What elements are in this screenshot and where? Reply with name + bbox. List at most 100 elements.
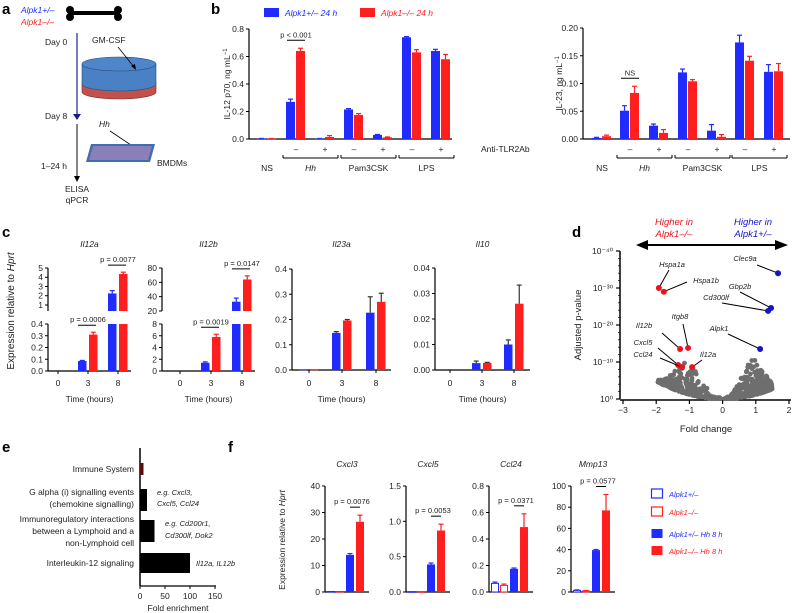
bar: [377, 301, 386, 370]
treatment-sign: –: [628, 144, 633, 154]
gene-point: [671, 387, 677, 392]
bar: [346, 554, 354, 592]
y-tick-label: 0.3: [31, 331, 43, 341]
x-tick-label: 8: [512, 378, 517, 388]
group-label: Hh: [639, 163, 650, 173]
y-tick-label: 80: [557, 502, 567, 512]
y-tick-label: 60: [557, 523, 567, 533]
pathway-label: between a Lymphoid and a: [32, 526, 134, 536]
bar: [212, 336, 221, 371]
bar: [688, 81, 697, 139]
chart-title: Ccl24: [500, 459, 522, 469]
y-tick-label: 0.03: [413, 289, 430, 299]
qpcr-chart-il23a: Il23a 0.0 0.1 0.2 0.3 0.4 0 3 8 Time (hours): [275, 239, 391, 404]
gene-label-leader: [721, 302, 769, 312]
enrichment-bar: [140, 553, 190, 573]
y-tick-label: 1.0: [389, 516, 401, 526]
y-axis-label-text: Expression relative to: [277, 506, 287, 590]
bar: [592, 137, 601, 139]
gene-point: [688, 384, 694, 390]
group-label: Pam3CSK: [683, 163, 723, 173]
qpcr-chart-cxcl3: Cxcl3 0 10 20 30 40 p = 0.0076: [311, 459, 370, 597]
highlighted-gene-point: [775, 270, 782, 277]
y-tick-label: 3: [38, 281, 43, 291]
bar: [592, 550, 600, 592]
y-tick-label: 0.8: [232, 24, 244, 34]
y-tick-label: 4: [38, 272, 43, 282]
y-tick-label: 0.2: [31, 343, 43, 353]
group-label: NS: [596, 163, 608, 173]
y-tick-label: 0.4: [232, 79, 244, 89]
y-tick-label: 10⁻²⁰: [593, 320, 614, 330]
significance-label: p = 0.0577: [580, 476, 616, 485]
gene-point: [752, 358, 758, 363]
x-tick-label: 0: [720, 405, 725, 415]
x-tick-label: −3: [618, 405, 628, 415]
y-tick-label: 2: [38, 291, 43, 301]
y-axis-label-text: IL-12 p70, ng mL: [222, 55, 232, 120]
bar: [427, 564, 435, 592]
bar: [243, 279, 252, 311]
y-tick-label: 80: [148, 263, 158, 273]
bar: [472, 363, 481, 370]
bar: [620, 110, 629, 139]
y-tick-label: 0.4: [472, 534, 484, 544]
y-tick-label: 0.6: [472, 508, 484, 518]
significance-label: p = 0.0077: [100, 255, 136, 264]
y-tick-label: 30: [311, 508, 321, 518]
gene-point: [672, 368, 678, 374]
gene-point: [757, 378, 763, 384]
arrow-left-icon: [636, 240, 648, 250]
gene-point: [746, 386, 752, 392]
gene-point: [768, 379, 774, 385]
bar: [707, 130, 716, 139]
y-tick-label: 0.2: [275, 315, 287, 325]
gene-point: [661, 382, 667, 388]
gene-point: [732, 395, 738, 401]
gmcsf-label: GM-CSF: [92, 35, 126, 45]
gene-point: [695, 380, 701, 385]
x-tick-label: 8: [116, 378, 121, 388]
bar-chart-il12: 0.00.20.40.60.8IL-12 p70, ng mL−1NS– +Hh–…: [222, 24, 455, 173]
treatment-sign: +: [657, 144, 662, 154]
genotype-ko-label: Alpk1–/–: [20, 17, 54, 27]
bone-icon: [66, 6, 122, 21]
y-tick-label: 0.20: [561, 23, 578, 33]
y-tick-label: 0.15: [561, 51, 578, 61]
bar: [366, 312, 375, 370]
y-tick-label: 0.4: [275, 264, 287, 274]
gene-label-leader: [658, 269, 670, 289]
culture-dish-icon: [81, 56, 157, 100]
y-tick-label: 0.10: [561, 79, 578, 89]
pathway-label: Interleukin-12 signaling: [47, 558, 135, 568]
x-tick-label: 0: [178, 378, 183, 388]
treatment-sign: –: [352, 144, 357, 154]
gene-point: [736, 388, 742, 394]
y-axis-label-superscript: −1: [223, 48, 229, 56]
significance-label: p = 0.0019: [193, 317, 229, 326]
treatment-sign: +: [323, 144, 328, 154]
pathway-label: G alpha (i) signalling events: [29, 487, 134, 497]
y-axis-label-superscript: −1: [555, 56, 561, 64]
gene-point: [677, 377, 683, 382]
gene-note: Cd300lf, Dok2: [165, 531, 213, 540]
legend-label-het: Alpk1+/– 24 h: [284, 8, 337, 18]
bar: [325, 136, 334, 139]
direction-right-line2: Alpk1+/–: [733, 229, 772, 240]
chart-title: Il12b: [199, 239, 218, 249]
pathway-label: non-Lymphoid cell: [65, 538, 134, 548]
significance-label: p = 0.0053: [415, 506, 451, 515]
arrowhead-icon: [73, 114, 81, 120]
highlighted-gene-point: [655, 285, 662, 291]
significance-label: p = 0.0076: [334, 497, 370, 506]
legend-label-ko: Alpk1–/– 24 h: [380, 8, 433, 18]
gene-point: [667, 373, 673, 378]
x-tick-label: 3: [480, 378, 485, 388]
legend-label: Alpk1–/– Hh 8 h: [668, 547, 722, 556]
y-tick-label: 0.1: [31, 354, 43, 364]
bar: [108, 293, 117, 311]
gene-point: [745, 364, 751, 370]
panel-e-enrichment: e Immune System G alpha (i) signalling eve…: [2, 439, 235, 613]
